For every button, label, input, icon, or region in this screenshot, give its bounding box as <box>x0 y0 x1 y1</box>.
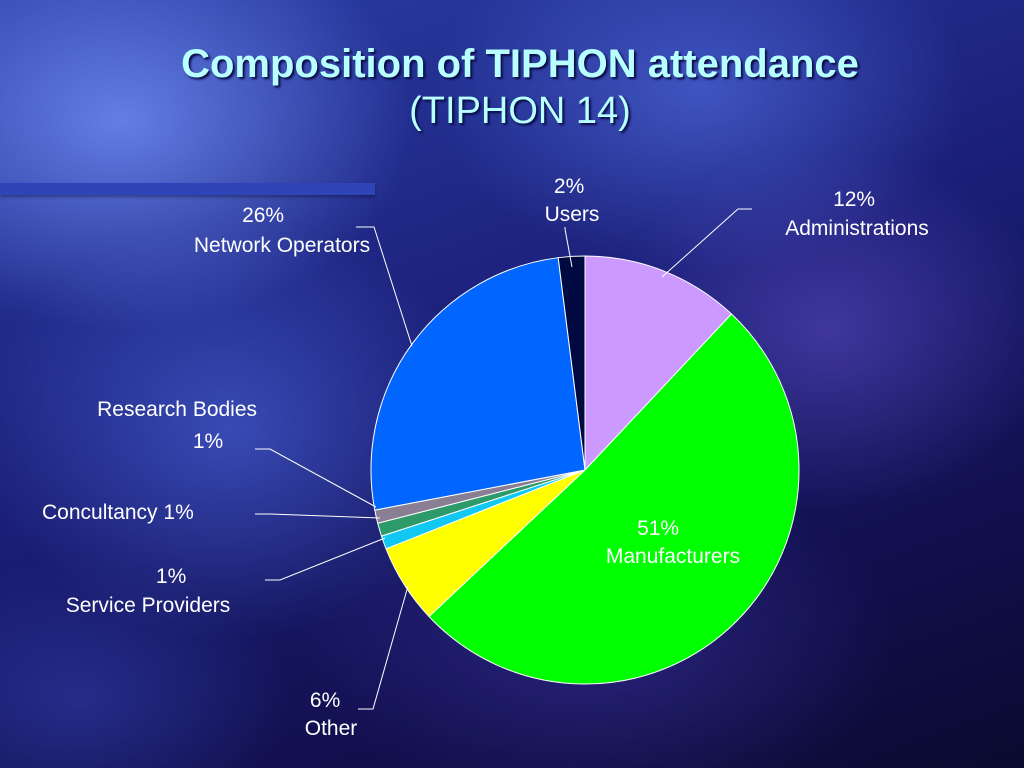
leader-lines <box>255 208 752 710</box>
pie-slice-network-operators <box>370 257 586 511</box>
leader-concultancy <box>255 513 381 519</box>
label-users-pct: 2% <box>554 175 584 198</box>
pie-slices <box>370 255 800 685</box>
label-service-providers-name: Service Providers <box>66 594 231 617</box>
label-research-bodies-name: Research Bodies <box>97 398 257 421</box>
label-concultancy: Concultancy 1% <box>42 501 194 524</box>
leader-research-bodies <box>255 448 377 508</box>
slide-title-block: Composition of TIPHON attendance (TIPHON… <box>0 40 1024 134</box>
slide-title: Composition of TIPHON attendance <box>181 42 859 86</box>
label-manufacturers-name: Manufacturers <box>606 545 740 568</box>
accent-bar <box>0 183 375 195</box>
leader-users <box>564 227 573 268</box>
label-other-pct: 6% <box>310 689 340 712</box>
label-users-name: Users <box>545 203 600 226</box>
leader-other <box>358 585 409 710</box>
label-service-providers: 1% Service Providers <box>66 565 231 617</box>
label-network-operators: 26% Network Operators <box>194 204 370 257</box>
leader-administrations <box>661 208 752 278</box>
label-network-operators-name: Network Operators <box>194 234 370 257</box>
leader-service-providers <box>265 537 386 581</box>
label-other: 6% Other <box>305 689 358 740</box>
label-service-providers-pct: 1% <box>156 565 186 588</box>
label-network-operators-pct: 26% <box>242 204 284 227</box>
label-manufacturers: 51% Manufacturers <box>606 517 740 568</box>
slide-subtitle: (TIPHON 14) <box>409 90 631 132</box>
pie-slice-administrations <box>584 255 733 472</box>
label-administrations-name: Administrations <box>785 217 929 240</box>
leader-network-operators <box>356 226 413 347</box>
label-administrations-pct: 12% <box>833 188 875 211</box>
pie-slice-users <box>557 255 586 471</box>
pie-slice-manufacturers <box>428 313 800 685</box>
label-research-bodies-pct: 1% <box>193 430 223 453</box>
label-manufacturers-pct: 51% <box>637 517 679 540</box>
label-administrations: 12% Administrations <box>785 188 929 240</box>
label-research-bodies: Research Bodies 1% <box>97 398 263 453</box>
label-other-name: Other <box>305 717 358 740</box>
label-users: 2% Users <box>545 175 600 226</box>
